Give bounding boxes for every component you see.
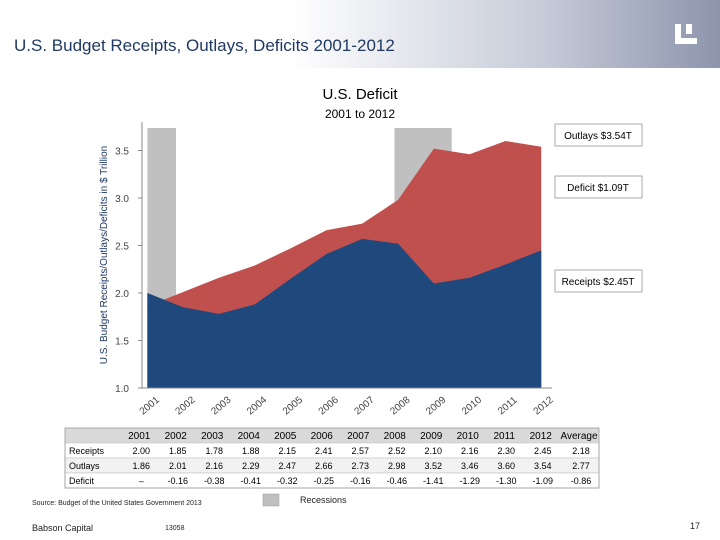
table-cell: 1.78 [205,446,223,456]
table-cell: -0.16 [167,476,188,486]
y-tick-label: 3.0 [115,194,129,205]
x-tick-label: 2008 [388,394,412,417]
recession-legend-swatch [262,493,280,507]
x-tick-label: 2010 [460,394,484,417]
table-header-cell: 2006 [311,431,334,442]
table-row-label: Outlays [69,461,100,471]
table-header-cell: Average [560,431,598,442]
table-cell: 2.57 [351,446,369,456]
y-tick-label: 2.5 [115,242,129,253]
table-cell: -0.32 [277,476,298,486]
table-cell: -1.09 [532,476,553,486]
table-header-cell: 2001 [128,431,151,442]
chart-title: U.S. Deficit [322,86,398,103]
annotation-receipts-box [554,269,643,293]
x-tick-label: 2011 [496,395,520,418]
table-cell: 2.73 [351,461,369,471]
y-tick-label: 1.5 [115,337,129,348]
chart-subtitle: 2001 to 2012 [324,107,396,121]
table-header-cell: 2010 [457,431,480,442]
table-cell: 2.16 [461,446,479,456]
table-cell: 2.41 [315,446,333,456]
slide-code: 13058 [165,525,185,532]
table-header-cell: 2012 [530,431,553,442]
table-cell: 1.88 [242,446,260,456]
table-cell: 2.15 [278,446,296,456]
annotation-outlays-label: Outlays $3.54T [564,131,632,142]
table-cell: 3.54 [534,461,552,471]
table-cell: 1.85 [169,446,187,456]
table-row-label: Receipts [69,446,105,456]
table-row-label: Deficit [69,476,95,486]
table-border [64,427,600,489]
table-cell: 1.86 [132,461,150,471]
table-cell: 3.46 [461,461,479,471]
y-axis-label: U.S. Budget Receipts/Outlays/Deficits in… [99,146,110,364]
table-cell: -0.86 [571,476,592,486]
table-cell: 2.52 [388,446,406,456]
table-header-cell: 2004 [238,431,261,442]
table-cell: 2.01 [169,461,187,471]
x-tick-label: 2012 [532,394,556,417]
table-cell: -0.46 [386,476,407,486]
source-note: Source: Budget of the United States Gove… [32,500,202,507]
slide-title: U.S. Budget Receipts, Outlays, Deficits … [14,36,395,55]
table-header-cell: 2003 [201,431,224,442]
annotation-receipts-label: Receipts $2.45T [562,277,635,288]
table-cell: 2.29 [242,461,260,471]
table-cell: 2.16 [205,461,223,471]
annotation-outlays-box [554,123,643,147]
x-tick-label: 2002 [174,394,198,417]
table-cell: -0.25 [313,476,334,486]
table-cell: 2.30 [497,446,515,456]
x-tick-label: 2004 [245,394,269,417]
table-cell: 2.10 [424,446,442,456]
table-cell: – [139,476,144,486]
table-header-cell: 2009 [420,431,443,442]
table-cell: -0.41 [240,476,261,486]
table-cell: -0.16 [350,476,371,486]
table-cell: -0.38 [204,476,225,486]
x-tick-label: 2009 [424,394,448,417]
annotation-deficit-box [554,175,643,199]
y-tick-label: 2.0 [115,289,129,300]
y-tick-label: 3.5 [115,147,129,158]
receipts-area [147,238,542,388]
table-cell: 2.98 [388,461,406,471]
table-cell: 2.77 [572,461,590,471]
table-cell: 2.66 [315,461,333,471]
table-cell: 2.00 [132,446,150,456]
table-cell: 2.18 [572,446,590,456]
x-tick-label: 2003 [209,394,233,417]
table-cell: -1.29 [459,476,480,486]
babson-logo-icon [675,24,697,44]
page-number: 17 [690,521,701,531]
table-cell: 3.52 [424,461,442,471]
table-header-cell: 2005 [274,431,297,442]
table-cell: 2.45 [534,446,552,456]
annotation-deficit-label: Deficit $1.09T [567,183,629,194]
y-tick-label: 1.0 [115,384,129,395]
table-cell: 3.60 [497,461,515,471]
table-header-cell: 2007 [347,431,370,442]
x-tick-label: 2007 [353,394,377,417]
x-tick-label: 2006 [317,394,341,417]
table-header-row [65,428,599,443]
table-cell: -1.30 [496,476,517,486]
x-tick-label: 2001 [138,394,162,417]
table-header-cell: 2011 [493,431,515,442]
company-name: Babson Capital [32,523,94,533]
slide-header: U.S. Budget Receipts, Outlays, Deficits … [0,0,720,68]
recessions-legend-label: Recessions [300,495,347,505]
table-header-cell: 2008 [384,431,407,442]
x-tick-label: 2005 [281,394,305,417]
table-header-cell: 2002 [165,431,188,442]
table-cell: -1.41 [423,476,444,486]
table-cell: 2.47 [278,461,296,471]
